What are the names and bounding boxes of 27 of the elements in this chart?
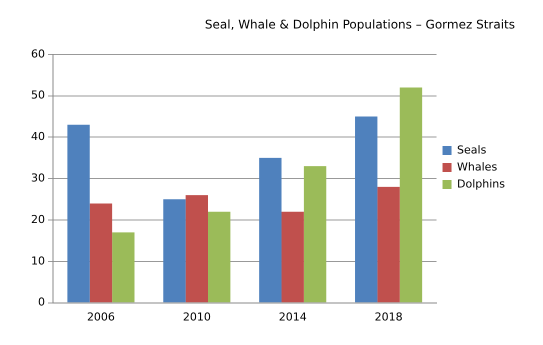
bar xyxy=(355,116,378,302)
bar xyxy=(208,212,230,302)
bar xyxy=(282,212,304,302)
bar xyxy=(304,166,326,302)
y-tick-label: 10 xyxy=(30,254,45,268)
y-tick-label: 30 xyxy=(30,171,45,184)
bar xyxy=(112,232,134,302)
x-tick-label: 2006 xyxy=(86,310,115,324)
x-tick-label: 2010 xyxy=(182,310,211,324)
y-tick-label: 50 xyxy=(30,88,45,102)
x-tick-label: 2018 xyxy=(374,310,403,324)
x-tick-label: 2014 xyxy=(278,310,307,324)
bar xyxy=(163,199,186,302)
legend-label: Dolphins xyxy=(457,177,506,190)
y-tick-label: 0 xyxy=(38,296,45,309)
bar xyxy=(90,203,112,302)
bar xyxy=(67,124,90,302)
bar xyxy=(259,158,282,302)
legend-label: Whales xyxy=(457,160,498,174)
bar xyxy=(400,88,422,302)
y-tick-label: 40 xyxy=(30,130,45,144)
bar xyxy=(186,195,208,302)
y-tick-label: 20 xyxy=(30,212,45,226)
bar xyxy=(377,186,400,302)
chart-title: Seal, Whale & Dolphin Populations – Gormez Straits xyxy=(204,17,515,32)
y-tick-label: 60 xyxy=(30,47,45,60)
legend-label: Seals xyxy=(457,143,487,156)
